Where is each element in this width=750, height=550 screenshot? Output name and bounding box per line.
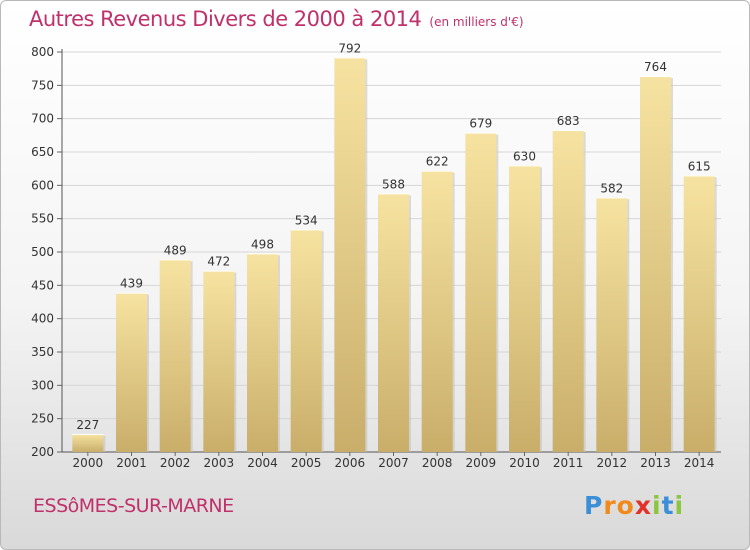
bar — [72, 434, 104, 452]
data-label: 683 — [557, 114, 580, 128]
bar — [465, 132, 497, 452]
y-tick-label: 650 — [31, 145, 54, 159]
data-label: 227 — [76, 418, 99, 432]
logo-letter: i — [674, 491, 685, 520]
chart-title-text: Autres Revenus Divers de 2000 à 2014 — [29, 7, 422, 31]
bar — [334, 57, 366, 452]
location-name: ESSôMES-SUR-MARNE — [33, 495, 234, 517]
y-tick-label: 600 — [31, 178, 54, 192]
x-tick-label: 2000 — [73, 456, 104, 470]
data-label: 472 — [207, 255, 230, 269]
y-tick-label: 500 — [31, 245, 54, 259]
data-label: 615 — [688, 159, 711, 173]
data-label: 439 — [120, 277, 143, 291]
chart-title: Autres Revenus Divers de 2000 à 2014 (en … — [29, 7, 524, 31]
bar — [247, 253, 278, 452]
data-label: 588 — [382, 177, 405, 191]
data-label: 498 — [251, 237, 274, 251]
x-tick-label: 2009 — [466, 456, 497, 470]
data-label: 630 — [513, 149, 536, 163]
y-tick-label: 200 — [31, 445, 54, 459]
y-tick-label: 550 — [31, 212, 54, 226]
data-label: 764 — [644, 60, 667, 74]
bar — [596, 197, 628, 452]
x-tick-label: 2003 — [204, 456, 235, 470]
bar — [509, 165, 540, 453]
bar — [378, 193, 409, 453]
logo-letter: x — [634, 491, 652, 520]
logo-letter: t — [661, 491, 675, 520]
y-tick-label: 800 — [31, 45, 54, 59]
x-tick-label: 2005 — [291, 456, 322, 470]
proxiti-logo: Proxiti — [584, 491, 684, 520]
bar — [203, 270, 235, 452]
bar — [116, 292, 147, 452]
x-tick-label: 2013 — [640, 456, 671, 470]
x-tick-label: 2007 — [378, 456, 409, 470]
x-tick-label: 2008 — [422, 456, 453, 470]
y-tick-label: 250 — [31, 412, 54, 426]
data-label: 534 — [295, 213, 318, 227]
x-tick-label: 2002 — [160, 456, 191, 470]
y-tick-label: 450 — [31, 278, 54, 292]
bar — [159, 259, 191, 452]
x-tick-label: 2012 — [597, 456, 628, 470]
bar — [290, 229, 322, 452]
bar — [683, 175, 715, 453]
bar — [640, 76, 671, 452]
y-tick-label: 350 — [31, 345, 54, 359]
x-tick-label: 2010 — [509, 456, 540, 470]
data-label: 582 — [600, 181, 623, 195]
data-label: 792 — [338, 41, 361, 55]
x-tick-label: 2004 — [247, 456, 278, 470]
logo-letter: o — [616, 491, 635, 520]
x-tick-label: 2014 — [684, 456, 715, 470]
bar — [421, 170, 453, 452]
logo-letter: r — [603, 491, 617, 520]
x-tick-label: 2011 — [553, 456, 584, 470]
x-tick-label: 2001 — [116, 456, 147, 470]
y-tick-label: 300 — [31, 378, 54, 392]
logo-letter: P — [584, 491, 604, 520]
x-tick-label: 2006 — [335, 456, 366, 470]
chart-subtitle: (en milliers d'€) — [429, 15, 524, 29]
data-label: 622 — [426, 155, 449, 169]
y-tick-label: 400 — [31, 312, 54, 326]
data-label: 489 — [164, 243, 187, 257]
bar — [552, 130, 584, 452]
y-tick-label: 700 — [31, 112, 54, 126]
data-label: 679 — [469, 117, 492, 131]
y-tick-label: 750 — [31, 78, 54, 92]
logo-letter: i — [652, 491, 662, 520]
